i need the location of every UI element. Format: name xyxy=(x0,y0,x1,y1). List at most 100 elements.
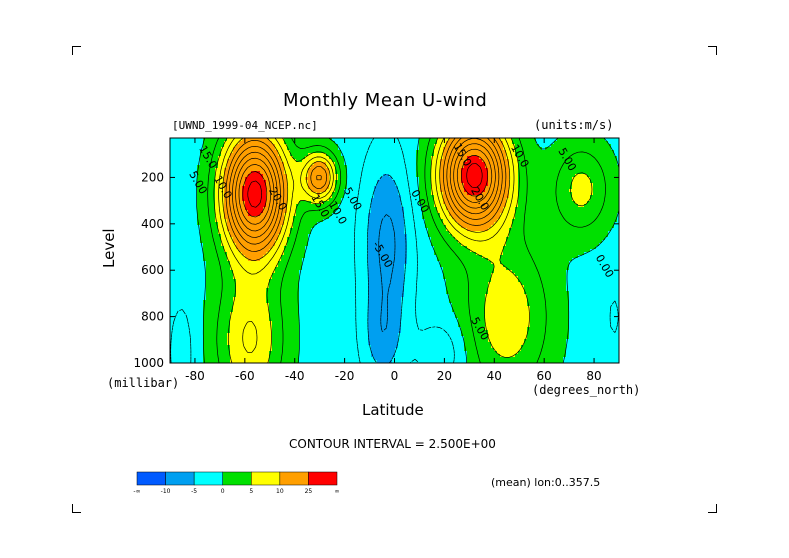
contour-cell xyxy=(257,252,260,255)
chart-title: Monthly Mean U-wind xyxy=(283,90,488,111)
contour-cell xyxy=(188,141,191,144)
contour-cell xyxy=(197,345,200,348)
contour-cell xyxy=(233,309,236,312)
contour-cell xyxy=(248,153,251,156)
contour-cell xyxy=(191,153,194,156)
contour-cell xyxy=(278,336,281,339)
contour-cell xyxy=(200,180,203,183)
contour-cell xyxy=(197,147,200,150)
contour-cell xyxy=(350,285,353,288)
contour-cell xyxy=(269,294,272,297)
contour-cell xyxy=(212,171,215,174)
contour-cell xyxy=(365,201,368,204)
contour-cell xyxy=(272,141,275,144)
contour-cell xyxy=(176,171,179,174)
contour-cell xyxy=(269,156,272,159)
contour-cell xyxy=(251,354,254,357)
contour-cell xyxy=(197,219,200,222)
contour-cell xyxy=(329,348,332,351)
contour-cell xyxy=(308,252,311,255)
contour-cell xyxy=(212,324,215,327)
contour-cell xyxy=(218,156,221,159)
contour-cell xyxy=(356,222,359,225)
contour-cell xyxy=(209,198,212,201)
contour-cell xyxy=(254,138,257,141)
contour-cell xyxy=(233,237,236,240)
contour-cell xyxy=(221,300,224,303)
contour-cell xyxy=(218,315,221,318)
contour-cell xyxy=(311,210,314,213)
contour-cell xyxy=(197,351,200,354)
contour-cell xyxy=(230,288,233,291)
contour-cell xyxy=(224,315,227,318)
contour-cell xyxy=(227,189,230,192)
contour-cell xyxy=(272,249,275,252)
contour-cell xyxy=(344,348,347,351)
contour-cell xyxy=(239,324,242,327)
contour-cell xyxy=(224,312,227,315)
contour-cell xyxy=(263,273,266,276)
contour-cell xyxy=(257,183,260,186)
contour-cell xyxy=(215,279,218,282)
contour-cell xyxy=(242,306,245,309)
contour-cell xyxy=(254,198,257,201)
contour-cell xyxy=(179,168,182,171)
contour-cell xyxy=(272,279,275,282)
contour-cell xyxy=(248,174,251,177)
contour-cell xyxy=(248,237,251,240)
contour-cell xyxy=(338,333,341,336)
contour-cell xyxy=(275,234,278,237)
contour-cell xyxy=(368,177,371,180)
contour-cell xyxy=(305,348,308,351)
contour-cell xyxy=(350,324,353,327)
contour-cell xyxy=(332,279,335,282)
contour-cell xyxy=(317,141,320,144)
contour-cell xyxy=(269,150,272,153)
contour-cell xyxy=(242,303,245,306)
contour-cell xyxy=(320,276,323,279)
contour-cell xyxy=(305,165,308,168)
contour-cell xyxy=(269,267,272,270)
contour-cell xyxy=(194,198,197,201)
contour-cell xyxy=(194,273,197,276)
contour-cell xyxy=(179,261,182,264)
contour-cell xyxy=(287,303,290,306)
contour-cell xyxy=(197,228,200,231)
contour-cell xyxy=(224,183,227,186)
contour-cell xyxy=(323,189,326,192)
contour-cell xyxy=(218,279,221,282)
contour-cell xyxy=(356,264,359,267)
contour-cell xyxy=(293,147,296,150)
contour-cell xyxy=(263,291,266,294)
contour-cell xyxy=(308,330,311,333)
contour-cell xyxy=(329,333,332,336)
contour-cell xyxy=(350,267,353,270)
contour-cell xyxy=(302,285,305,288)
contour-cell xyxy=(170,324,173,327)
contour-cell xyxy=(197,261,200,264)
contour-cell xyxy=(350,300,353,303)
contour-cell xyxy=(335,252,338,255)
contour-cell xyxy=(311,189,314,192)
contour-cell xyxy=(245,138,248,141)
contour-cell xyxy=(353,303,356,306)
contour-cell xyxy=(362,279,365,282)
contour-cell xyxy=(356,333,359,336)
contour-cell xyxy=(359,156,362,159)
contour-cell xyxy=(350,138,353,141)
contour-cell xyxy=(260,198,263,201)
contour-cell xyxy=(194,243,197,246)
contour-cell xyxy=(299,246,302,249)
contour-cell xyxy=(329,261,332,264)
contour-cell xyxy=(251,351,254,354)
contour-cell xyxy=(338,336,341,339)
contour-cell xyxy=(362,351,365,354)
contour-cell xyxy=(347,351,350,354)
contour-cell xyxy=(185,228,188,231)
contour-cell xyxy=(191,354,194,357)
contour-cell xyxy=(302,267,305,270)
contour-cell xyxy=(182,291,185,294)
contour-cell xyxy=(266,159,269,162)
contour-cell xyxy=(320,357,323,360)
contour-cell xyxy=(239,252,242,255)
